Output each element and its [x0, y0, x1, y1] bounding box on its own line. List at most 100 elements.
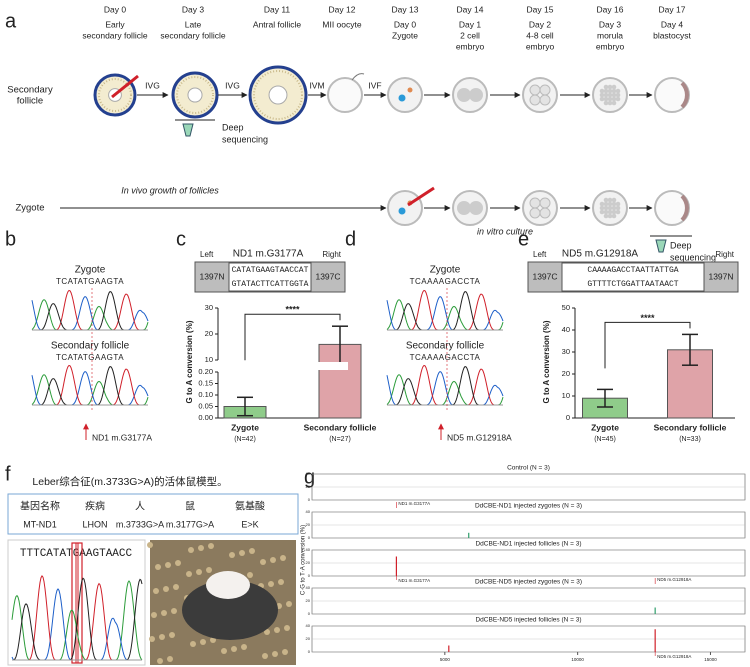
- box-core: [561, 262, 705, 292]
- cell: [539, 197, 551, 209]
- bedding: [171, 608, 177, 614]
- cell: [529, 197, 541, 209]
- stage-label: Day 1: [459, 19, 481, 29]
- deep-seq-label: Deep: [222, 122, 244, 132]
- stage-label: blastocyst: [653, 30, 691, 40]
- y-tick-label: 40: [306, 509, 311, 514]
- n-label: (N=33): [679, 436, 701, 443]
- y-tick-label: 0: [566, 413, 570, 422]
- icm: [680, 194, 689, 222]
- table-box: [7, 493, 299, 535]
- sequence: GTTTTCTGGATTAATAACT: [587, 280, 678, 289]
- highlight: [75, 542, 79, 664]
- y-tick-label: 0.10: [198, 390, 213, 399]
- y-tick-label: 0: [308, 649, 311, 654]
- follicle-dots: [253, 70, 303, 120]
- panel-label: c: [176, 228, 186, 250]
- y-tick-label: 30: [562, 347, 570, 356]
- bedding: [200, 639, 206, 645]
- y-axis-title: G to A conversion (%): [185, 320, 194, 403]
- bedding: [149, 636, 155, 642]
- x-tick-label: 15000: [704, 657, 717, 662]
- deep-seq-label: Deep: [670, 240, 692, 250]
- stage-label: secondary follicle: [82, 30, 147, 40]
- y-tick-label: 0: [308, 497, 311, 502]
- day-label: Day 16: [597, 4, 624, 14]
- table-header: 人: [135, 501, 145, 513]
- stage-label: Day 2: [529, 19, 551, 29]
- cell: [603, 197, 609, 203]
- cell: [457, 88, 471, 102]
- trace-title: Secondary follicle: [51, 341, 130, 352]
- deep-seq-label: sequencing: [222, 134, 268, 144]
- table-header: 氨基酸: [235, 500, 265, 513]
- cell: [611, 100, 617, 106]
- bedding: [163, 586, 169, 592]
- day-label: Day 15: [527, 4, 554, 14]
- cell: [611, 205, 617, 211]
- sequence: GTATACTTCATTGGTA: [232, 280, 309, 289]
- in-vivo-label: In vivo growth of follicles: [121, 185, 219, 195]
- annotation: ND5 m.G12918A: [657, 654, 691, 659]
- x-tick-label: Zygote: [591, 422, 619, 432]
- significance: ****: [285, 305, 300, 315]
- stage-label: Zygote: [392, 30, 418, 40]
- y-tick-label: 0: [308, 535, 311, 540]
- cell: [611, 88, 617, 94]
- y-tick-label: 40: [306, 547, 311, 552]
- table-header: 疾病: [85, 500, 105, 513]
- axis-break: [214, 362, 348, 370]
- panel-label: e: [518, 228, 529, 250]
- tube: [182, 123, 194, 137]
- y-axis-title: G to A conversion (%): [542, 320, 551, 403]
- annotation: ND1 m.G3177A: [398, 578, 430, 583]
- cell: [529, 94, 541, 106]
- y-tick-label: 30: [205, 303, 213, 312]
- stage-label: embryo: [526, 41, 555, 51]
- stage-label: Early: [105, 19, 125, 29]
- cell: [607, 88, 613, 94]
- bedding: [229, 552, 235, 558]
- embryo: [387, 77, 423, 113]
- y-tick-label: 20: [306, 636, 311, 641]
- embryo: [522, 190, 558, 226]
- bedding: [157, 658, 163, 664]
- embryo: [387, 190, 423, 226]
- cell: [607, 96, 613, 102]
- arrow-label: IVF: [368, 80, 381, 90]
- cell: [615, 205, 621, 211]
- y-tick-label: 0.05: [198, 401, 213, 410]
- cell: [607, 92, 613, 98]
- cell: [607, 201, 613, 207]
- day-label: Day 0: [104, 4, 126, 14]
- cell: [603, 88, 609, 94]
- n-label: (N=27): [329, 436, 351, 443]
- pronucleus: [398, 207, 406, 215]
- cell: [599, 88, 605, 94]
- table-cell: m.3177G>A: [166, 519, 214, 529]
- cell: [603, 100, 609, 106]
- site-label: ND1 m.G3177A: [92, 432, 152, 442]
- cell: [529, 84, 541, 96]
- bedding: [278, 579, 284, 585]
- bedding: [161, 610, 167, 616]
- block-label: 1397C: [532, 271, 557, 281]
- x-tick-label: Secondary follicle: [304, 422, 377, 432]
- cell: [469, 88, 483, 102]
- box-right: Right: [322, 250, 341, 259]
- cell: [539, 207, 551, 219]
- stage-label: Antral follicle: [253, 19, 301, 29]
- box-right: Right: [715, 250, 734, 259]
- tube: [655, 239, 667, 253]
- bedding: [284, 625, 290, 631]
- table-header: 鼠: [185, 500, 195, 513]
- y-tick-label: 20: [306, 484, 311, 489]
- track-title: DdCBE-ND1 injected zygotes (N = 3): [475, 503, 582, 510]
- day-label: Day 17: [659, 4, 686, 14]
- bedding: [196, 569, 202, 575]
- bedding: [167, 656, 173, 662]
- cell: [615, 201, 621, 207]
- bedding: [270, 557, 276, 563]
- day-label: Day 3: [182, 4, 204, 14]
- bedding: [155, 564, 161, 570]
